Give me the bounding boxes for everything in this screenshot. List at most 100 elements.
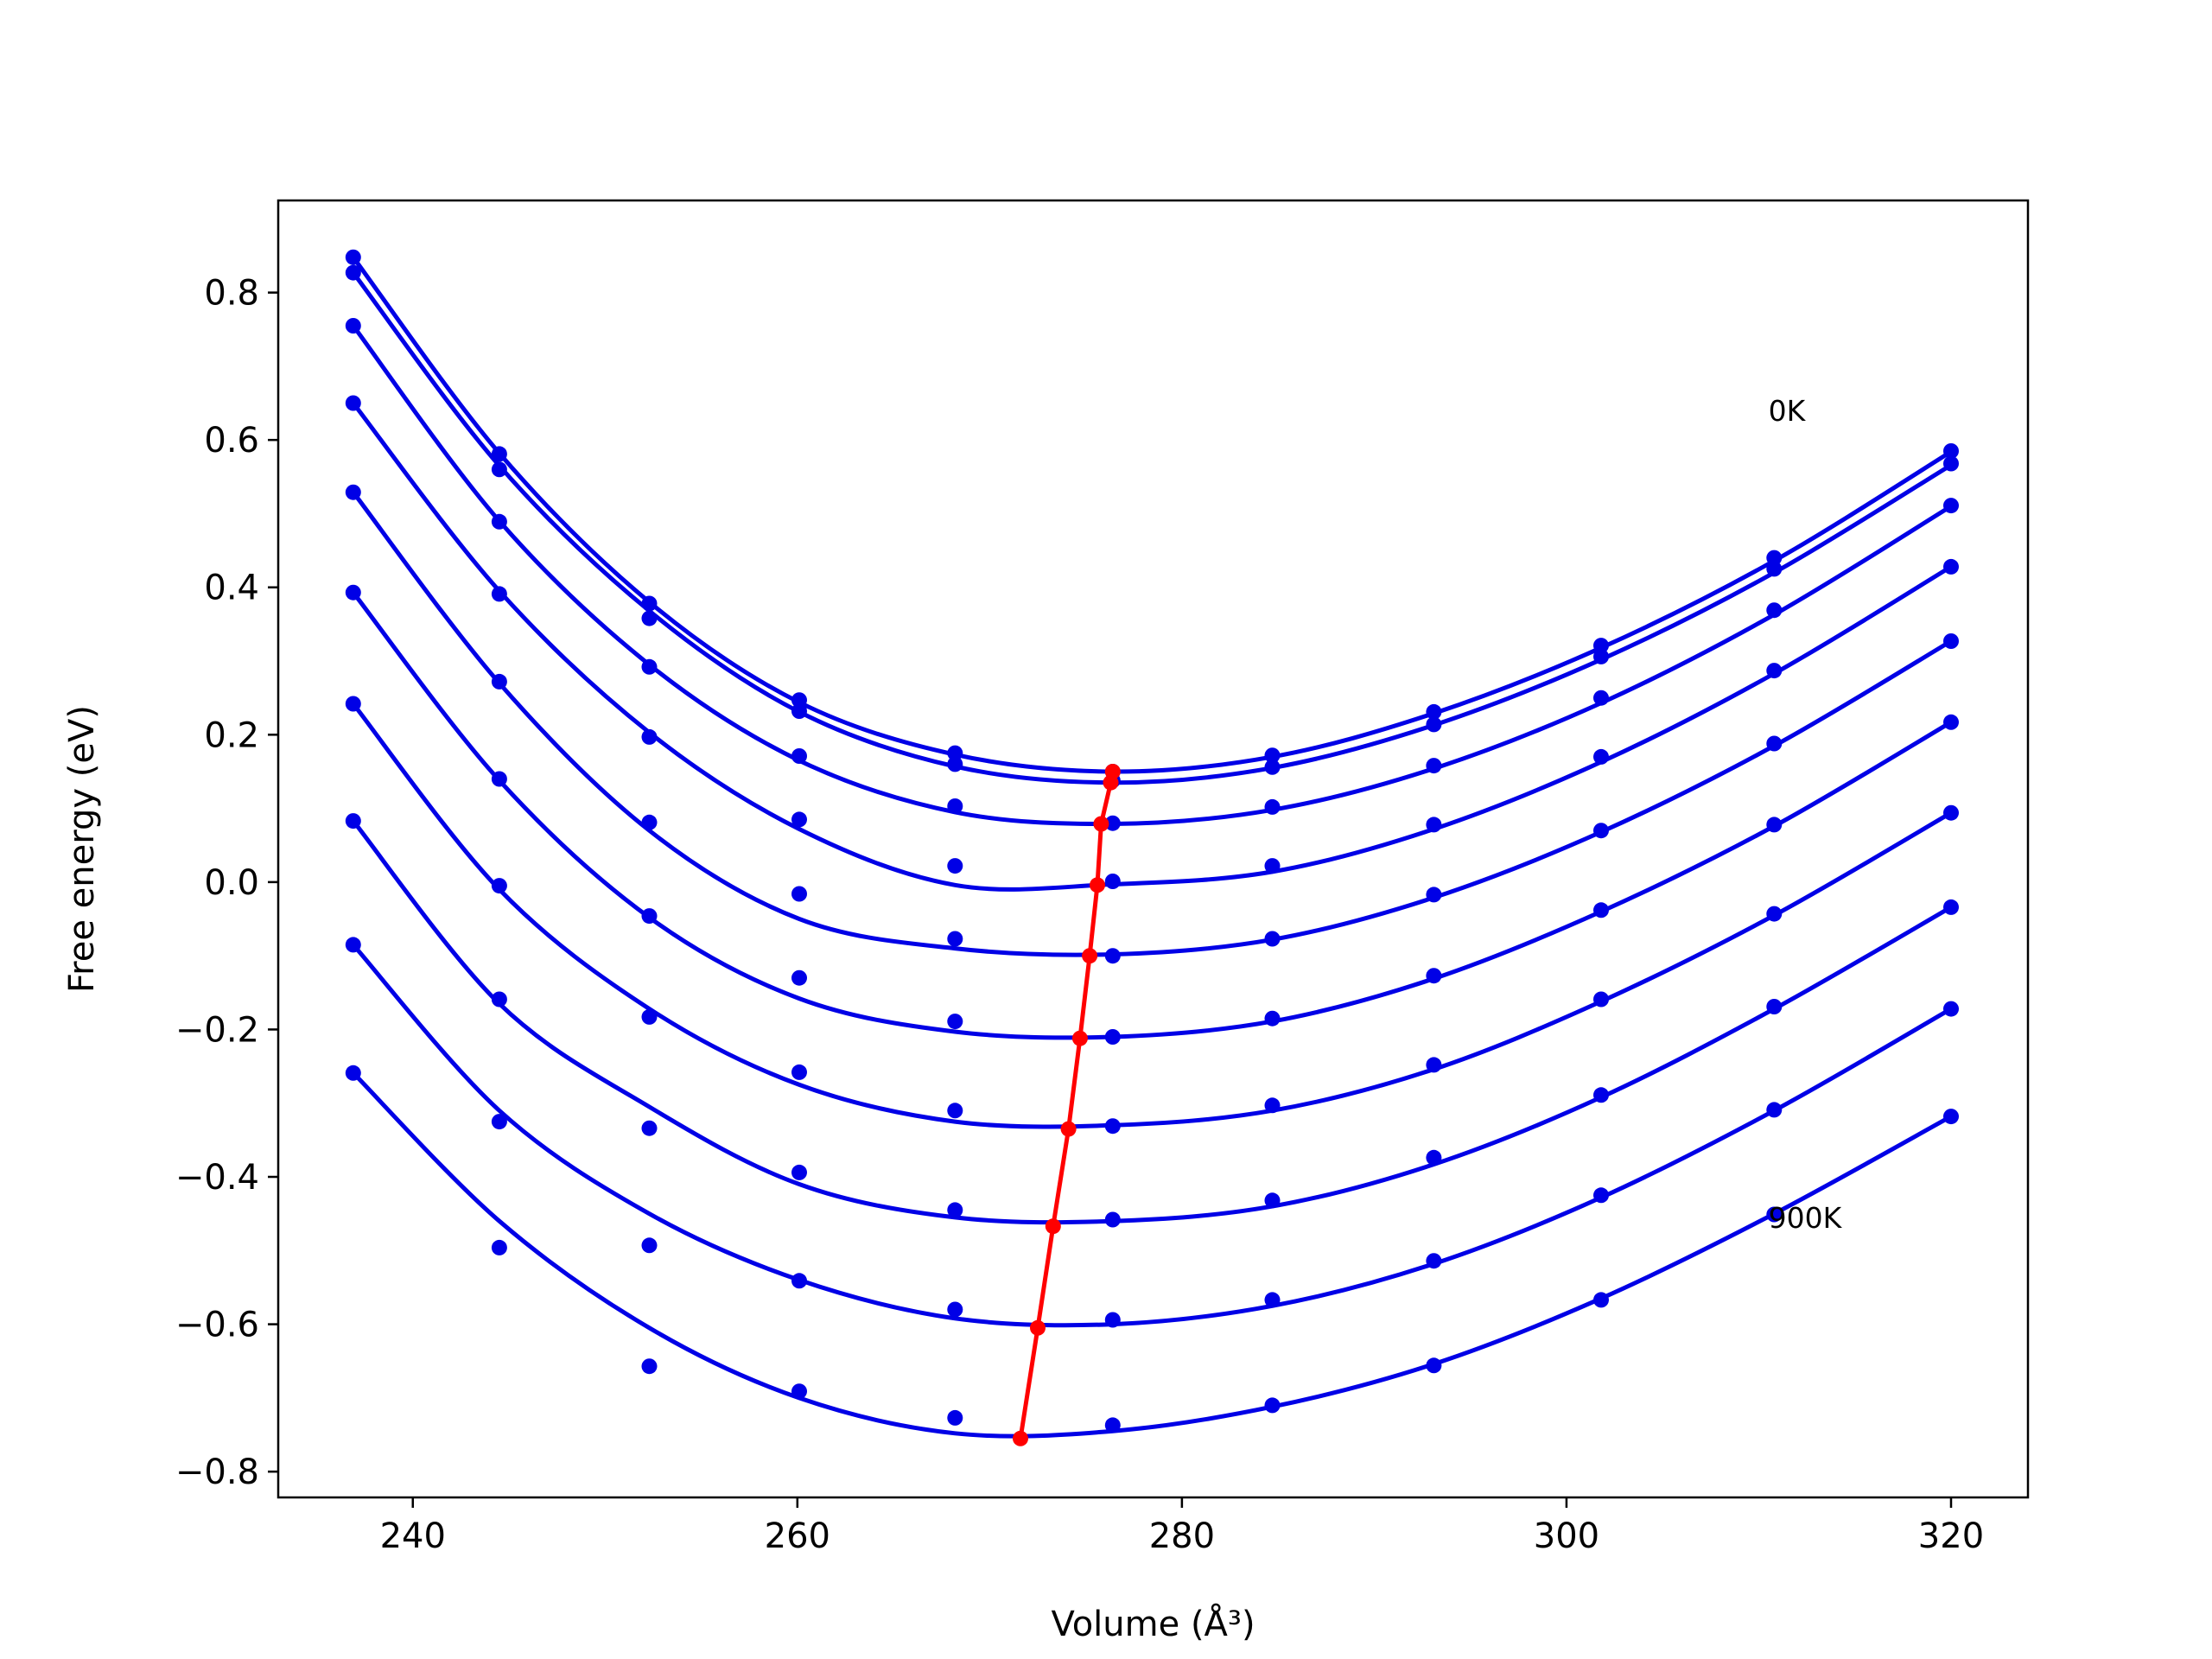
- data-point: [345, 395, 361, 411]
- data-point: [1593, 823, 1609, 839]
- data-point: [641, 814, 658, 830]
- data-point: [791, 1273, 807, 1289]
- x-tick-label: 320: [1918, 1516, 1984, 1556]
- data-point: [1766, 817, 1783, 833]
- data-point: [1264, 747, 1281, 764]
- data-point: [641, 610, 658, 626]
- data-point: [947, 756, 963, 772]
- data-point: [1426, 817, 1442, 833]
- data-point: [1264, 1192, 1281, 1209]
- data-point: [491, 1239, 507, 1255]
- data-point: [1943, 443, 1959, 459]
- data-point: [1766, 561, 1783, 577]
- data-point: [641, 1358, 658, 1375]
- y-tick-label: −0.2: [175, 1010, 259, 1050]
- data-point: [1264, 798, 1281, 815]
- data-point: [491, 771, 507, 787]
- data-point: [641, 1237, 658, 1254]
- data-point: [641, 1008, 658, 1025]
- data-point: [1426, 1253, 1442, 1269]
- data-point: [1104, 1312, 1121, 1328]
- y-axis-label: Free energy (eV): [62, 705, 102, 993]
- data-point: [345, 318, 361, 334]
- data-point: [1264, 1292, 1281, 1308]
- data-point: [1943, 804, 1959, 821]
- data-point: [1943, 455, 1959, 472]
- data-point: [947, 931, 963, 947]
- x-tick-label: 300: [1534, 1516, 1599, 1556]
- x-axis-label: Volume (Å³): [1051, 1603, 1255, 1644]
- minimum-line: [1018, 771, 1116, 1440]
- data-point: [1104, 1417, 1121, 1433]
- data-point: [791, 1064, 807, 1080]
- data-point: [791, 703, 807, 719]
- minimum-point: [1045, 1218, 1061, 1235]
- data-point: [1593, 638, 1609, 654]
- data-point: [1943, 899, 1959, 915]
- data-point: [1264, 858, 1281, 874]
- y-tick-label: 0.4: [204, 569, 259, 608]
- data-point: [491, 991, 507, 1007]
- minimum-point: [1013, 1430, 1028, 1446]
- x-tick-label: 260: [765, 1516, 830, 1556]
- data-point: [1104, 948, 1121, 964]
- data-point: [345, 1065, 361, 1081]
- data-point: [491, 446, 507, 462]
- x-tick-label: 280: [1149, 1516, 1215, 1556]
- minimum-point: [1090, 877, 1105, 893]
- data-point: [641, 658, 658, 675]
- minimum-point: [1082, 948, 1098, 964]
- minimum-point: [1103, 774, 1119, 791]
- data-point: [1426, 1149, 1442, 1166]
- x-tick-label: 240: [380, 1516, 446, 1556]
- data-point: [641, 595, 658, 612]
- data-point: [345, 249, 361, 265]
- data-point: [1766, 999, 1783, 1014]
- data-point: [1593, 1087, 1609, 1103]
- data-point: [345, 264, 361, 281]
- data-point: [1104, 1029, 1121, 1045]
- data-point: [1426, 716, 1442, 733]
- temperature-label: 0K: [1769, 394, 1807, 428]
- data-point: [791, 1383, 807, 1400]
- data-point: [791, 886, 807, 902]
- y-tick-label: 0.2: [204, 715, 259, 755]
- data-point: [947, 1014, 963, 1030]
- y-tick-label: 0.8: [204, 274, 259, 314]
- data-point: [641, 1120, 658, 1136]
- data-point: [1593, 690, 1609, 706]
- data-point: [1426, 1357, 1442, 1374]
- data-point: [641, 908, 658, 925]
- y-tick-label: −0.8: [175, 1452, 259, 1492]
- data-point: [1766, 1206, 1783, 1223]
- data-point: [1593, 1187, 1609, 1204]
- data-point: [1104, 1118, 1121, 1135]
- data-point: [1943, 633, 1959, 649]
- data-point: [791, 748, 807, 764]
- data-point: [345, 696, 361, 712]
- temperature-label: 900K: [1769, 1201, 1843, 1235]
- x-axis-ticks: 240 260 280 300 320: [380, 1497, 1984, 1556]
- minimum-volume-line: [1013, 764, 1121, 1446]
- data-point: [1264, 1010, 1281, 1027]
- data-point: [947, 1409, 963, 1426]
- y-tick-label: 0.6: [204, 421, 259, 461]
- y-tick-label: −0.4: [175, 1158, 259, 1198]
- data-point: [1943, 714, 1959, 730]
- plot-frame: [276, 199, 2030, 1499]
- data-point: [1766, 906, 1783, 922]
- data-point: [491, 878, 507, 894]
- data-point: [1104, 874, 1121, 889]
- data-point: [947, 858, 963, 874]
- data-point: [1426, 758, 1442, 774]
- data-point: [1104, 815, 1121, 831]
- data-point: [1766, 1102, 1783, 1118]
- data-point: [1943, 498, 1959, 514]
- data-point: [345, 813, 361, 830]
- data-point: [947, 1202, 963, 1218]
- y-axis-ticks: 0.8 0.6 0.4 0.2 0.0 −0.2 −0.4 −0.6 −0.8: [175, 274, 278, 1492]
- minimum-point: [1060, 1121, 1077, 1137]
- minimum-point: [1030, 1319, 1046, 1336]
- data-point: [641, 728, 658, 745]
